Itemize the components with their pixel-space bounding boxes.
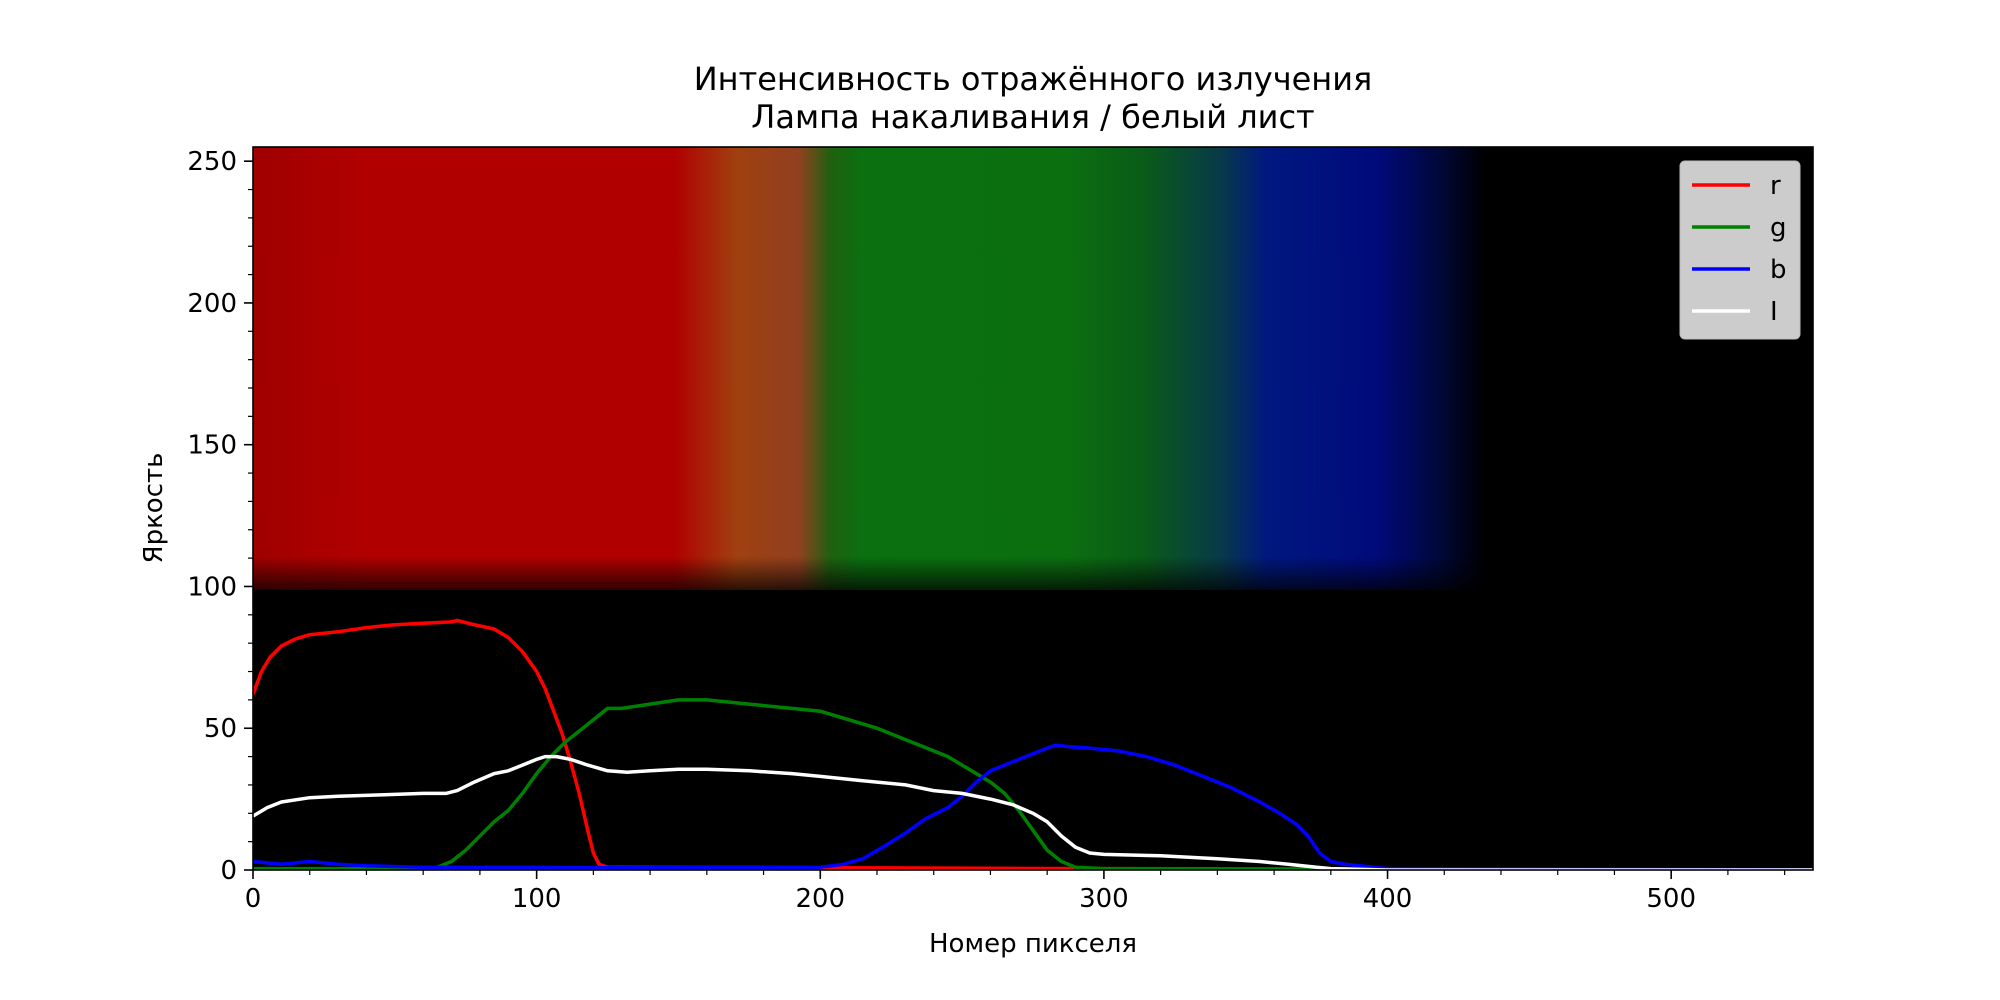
x-tick-label: 500 <box>1646 884 1696 914</box>
legend-label-b: b <box>1770 255 1787 285</box>
series-line-b <box>253 743 1813 870</box>
y-axis: 0 50 100 150 200 250 <box>187 147 253 886</box>
y-tick-label: 200 <box>187 289 237 319</box>
legend-label-g: g <box>1770 213 1787 243</box>
chart-title: Интенсивность отражённого излучения Ламп… <box>694 60 1373 136</box>
x-tick-label: 400 <box>1363 884 1413 914</box>
chart-title-line1: Интенсивность отражённого излучения <box>694 60 1373 98</box>
x-tick-label: 200 <box>795 884 845 914</box>
y-tick-label: 250 <box>187 147 237 177</box>
plot-frame <box>252 146 1814 871</box>
series-layer <box>253 618 1813 870</box>
legend-label-r: r <box>1770 171 1781 201</box>
chart-subtitle: Лампа накаливания / белый лист <box>751 98 1314 136</box>
y-tick-label: 100 <box>187 572 237 602</box>
y-axis-label: Яркость <box>139 453 169 564</box>
x-axis-label: Номер пикселя <box>929 929 1137 959</box>
plot-area <box>252 146 1814 871</box>
legend-box <box>1679 160 1801 340</box>
spectrum-band-fade <box>253 147 1813 602</box>
x-tick-label: 300 <box>1079 884 1129 914</box>
series-line-I <box>253 754 1813 870</box>
legend-label-I: I <box>1770 297 1778 327</box>
x-tick-label: 0 <box>245 884 262 914</box>
x-axis: 0 100 200 300 400 500 <box>245 870 1786 914</box>
y-tick-label: 150 <box>187 431 237 461</box>
y-tick-label: 0 <box>220 856 237 886</box>
spectrum-image <box>253 147 1813 602</box>
y-tick-label: 50 <box>204 714 237 744</box>
x-tick-label: 100 <box>512 884 562 914</box>
